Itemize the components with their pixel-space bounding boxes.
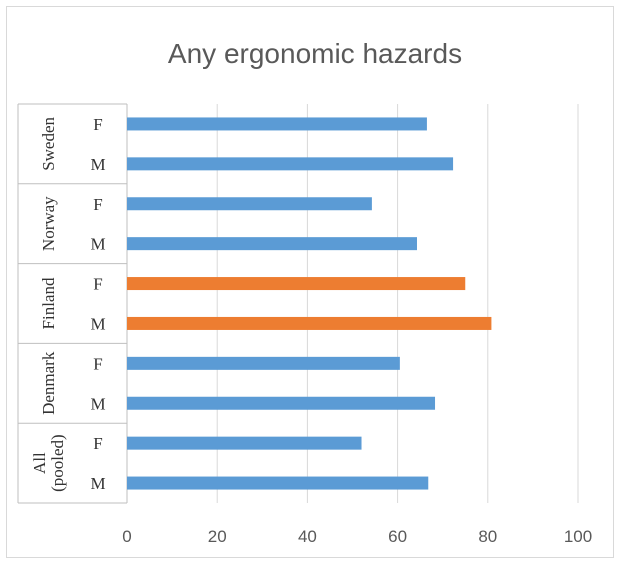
x-tick-label-0: 0 <box>122 527 131 546</box>
group-label-line: All <box>30 452 49 474</box>
group-label-line: Denmark <box>39 351 58 415</box>
bar-finland-m <box>127 316 492 330</box>
x-tick-label-40: 40 <box>298 527 317 546</box>
group-label-denmark: Denmark <box>39 351 58 415</box>
group-label-line: Sweden <box>39 116 58 170</box>
sex-label-m: M <box>90 314 105 333</box>
bar-norway-f <box>127 197 372 211</box>
bar-denmark-f <box>127 356 400 370</box>
sex-label-f: F <box>93 275 102 294</box>
sex-label-m: M <box>90 155 105 174</box>
sex-label-f: F <box>93 195 102 214</box>
group-label-line: Finland <box>39 277 58 329</box>
gridlines <box>216 104 579 503</box>
x-tick-label-60: 60 <box>388 527 407 546</box>
bar-all-pooled--f <box>127 436 362 450</box>
category-axis <box>17 103 128 504</box>
group-label-norway: Norway <box>39 196 58 251</box>
bar-all-pooled--m <box>127 476 429 490</box>
category-labels: F M Sweden F M Norway F M Finland F M Denmark F M All(… <box>30 115 106 493</box>
sex-label-f: F <box>93 354 102 373</box>
group-label-all-pooled: All(pooled) <box>30 434 67 492</box>
sex-label-m: M <box>90 394 105 413</box>
value-axis-ticks: 0 20 40 60 80 100 <box>122 527 592 546</box>
group-label-finland: Finland <box>39 277 58 329</box>
group-label-line: (pooled) <box>48 434 67 492</box>
bar-sweden-m <box>127 157 454 171</box>
sex-label-f: F <box>93 434 102 453</box>
x-tick-label-80: 80 <box>478 527 497 546</box>
bar-sweden-f <box>127 117 427 131</box>
x-tick-label-20: 20 <box>208 527 227 546</box>
sex-label-m: M <box>90 235 105 254</box>
group-label-sweden: Sweden <box>39 116 58 170</box>
bar-norway-m <box>127 237 417 251</box>
chart-title: Any ergonomic hazards <box>168 38 462 69</box>
x-tick-label-100: 100 <box>564 527 592 546</box>
bars <box>127 117 492 490</box>
sex-label-m: M <box>90 474 105 493</box>
bar-denmark-m <box>127 396 436 410</box>
sex-label-f: F <box>93 115 102 134</box>
group-label-line: Norway <box>39 196 58 251</box>
bar-finland-f <box>127 277 466 291</box>
